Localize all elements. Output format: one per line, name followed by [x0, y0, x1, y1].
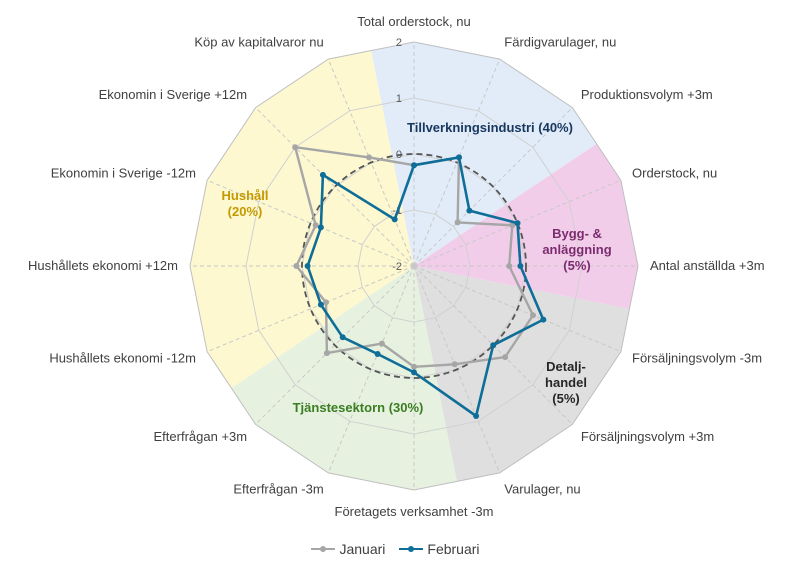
spoke-5 — [413, 265, 622, 353]
point-februari-2 — [466, 207, 473, 214]
spoke-7 — [413, 265, 501, 474]
point-februari-4 — [517, 263, 524, 269]
tick-label: 2 — [396, 37, 402, 49]
point-januari-8 — [411, 363, 417, 370]
legend-swatch-februari — [399, 544, 424, 554]
point-februari-15 — [391, 216, 398, 223]
sector-labels: Tillverkningsindustri (40%) Bygg- & anlägg… — [222, 120, 612, 415]
spoke-14 — [255, 107, 415, 267]
tick-label: -2 — [392, 261, 402, 273]
legend-swatch-januari — [311, 544, 336, 554]
point-januari-11 — [323, 299, 329, 306]
point-februari-14 — [319, 171, 326, 178]
sector-label-3: Tjänstesektorn (30%) — [293, 400, 424, 415]
point-februari-9 — [374, 351, 381, 357]
category-label-varulager-nu: Varulager, nu — [504, 482, 580, 497]
category-label-produktionsvolym-3m: Produktionsvolym +3m — [581, 87, 713, 102]
tick-label: 1 — [396, 93, 402, 105]
category-label-forsaljningsvolym-3m: Försäljningsvolym +3m — [581, 429, 714, 444]
sector-label-4: Hushåll (20%) — [222, 188, 269, 219]
spoke-3 — [413, 179, 622, 267]
point-januari-14 — [292, 144, 299, 151]
sector-label-2: Detalj-handel (5%) — [545, 359, 587, 406]
series-februari — [304, 154, 547, 419]
spoke-9 — [327, 265, 415, 474]
legend-item-januari: Januari — [311, 541, 385, 557]
point-februari-6 — [490, 342, 497, 349]
point-januari-10 — [323, 350, 330, 357]
point-februari-11 — [317, 301, 324, 308]
spoke-11 — [206, 265, 415, 353]
point-januari-7 — [451, 361, 458, 368]
sector-wedge-0 — [371, 42, 597, 266]
category-labels: Total orderstock, nu Färdigvarulager, nu P… — [28, 14, 765, 519]
legend-label-februari: Februari — [427, 541, 480, 557]
point-februari-8 — [411, 369, 417, 376]
point-januari-13 — [312, 222, 319, 229]
category-label-fardigvarulager-nu: Färdigvarulager, nu — [504, 34, 616, 49]
category-label-forsaljningsvolym-3m: Försäljningsvolym -3m — [632, 351, 762, 366]
category-label-ekonomin-i-sverige-12m: Ekonomin i Sverige -12m — [51, 165, 196, 180]
point-februari-1 — [456, 154, 462, 161]
spoke-13 — [206, 179, 415, 267]
grid-ring-0 — [189, 41, 639, 491]
point-januari-3 — [509, 222, 516, 229]
zero-reference-circle — [301, 153, 527, 379]
sector-wedge-3 — [231, 266, 457, 490]
legend-label-januari: Januari — [339, 541, 386, 557]
category-label-hushallets-ekonomi-12m: Hushållets ekonomi -12m — [49, 351, 196, 366]
point-januari-4 — [506, 263, 513, 269]
point-januari-9 — [378, 340, 385, 347]
point-februari-12 — [304, 263, 311, 269]
point-februari-10 — [339, 334, 346, 341]
radar-grid — [189, 41, 639, 491]
category-label-antal-anstallda-3m: Antal anställda +3m — [650, 258, 765, 273]
point-februari-3 — [514, 220, 521, 227]
spoke-15 — [327, 58, 415, 267]
point-januari-15 — [366, 154, 372, 161]
sector-label-1: Bygg- & anläggning (5%) — [542, 226, 611, 273]
point-februari-5 — [540, 316, 547, 323]
sector-wedge-2 — [414, 266, 630, 482]
point-januari-5 — [530, 312, 536, 319]
point-februari-7 — [473, 413, 480, 419]
category-label-hushallets-ekonomi-12m: Hushållets ekonomi +12m — [28, 258, 178, 273]
category-label-orderstock-nu: Orderstock, nu — [632, 165, 717, 180]
category-label-efterfragan-3m: Efterfrågan +3m — [154, 429, 248, 444]
category-label-foretagets-verksamhet-3m: Företagets verksamhet -3m — [335, 504, 494, 519]
point-februari-0 — [411, 162, 417, 169]
sector-label-0: Tillverkningsindustri (40%) — [407, 120, 573, 135]
point-februari-13 — [317, 224, 324, 231]
category-label-kop-av-kapitalvaror-nu: Köp av kapitalvaror nu — [194, 34, 323, 49]
spoke-1 — [413, 58, 501, 267]
legend: Januari Februari — [0, 541, 791, 557]
category-label-total-orderstock-nu: Total orderstock, nu — [357, 14, 470, 29]
category-label-ekonomin-i-sverige-12m: Ekonomin i Sverige +12m — [99, 87, 248, 102]
series-layer — [292, 144, 547, 419]
point-januari-6 — [502, 354, 509, 361]
tick-label: 0 — [396, 149, 402, 161]
point-januari-12 — [293, 263, 300, 269]
point-januari-2 — [454, 219, 461, 226]
legend-item-februari: Februari — [399, 541, 480, 557]
category-label-efterfragan-3m: Efterfrågan -3m — [233, 482, 323, 497]
